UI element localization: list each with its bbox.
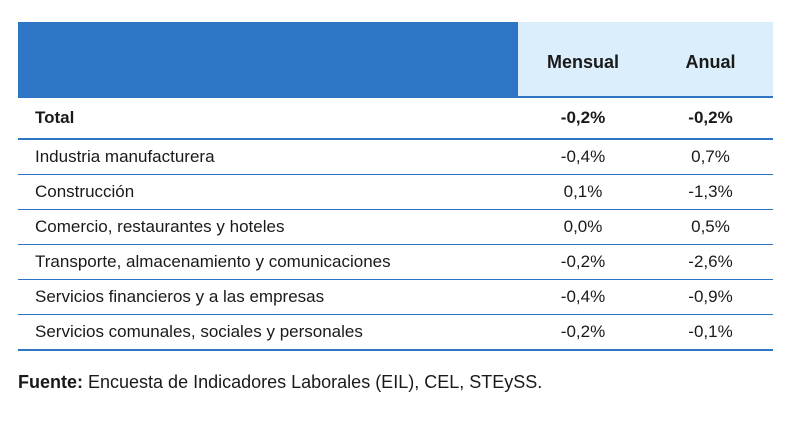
row-annual-value: 0,5% bbox=[691, 217, 730, 236]
row-monthly-value: -0,2% bbox=[560, 252, 606, 271]
row-annual-value: 0,7% bbox=[691, 147, 730, 166]
row-annual-value: -2,6% bbox=[688, 252, 733, 271]
header-monthly: Mensual bbox=[518, 22, 648, 97]
table-row: Construcción 0,1% -1,3% bbox=[18, 175, 773, 210]
row-label: Total bbox=[35, 108, 75, 127]
row-label: Servicios financieros y a las empresas bbox=[35, 287, 325, 306]
table-row-total: Total -0,2% -0,2% bbox=[18, 97, 773, 139]
row-label: Industria manufacturera bbox=[35, 147, 215, 166]
table-row: Industria manufacturera -0,4% 0,7% bbox=[18, 139, 773, 175]
row-monthly-value: -0,4% bbox=[560, 287, 606, 306]
row-monthly-value: -0,2% bbox=[560, 322, 606, 341]
table-row: Servicios financieros y a las empresas -… bbox=[18, 280, 773, 315]
row-annual-value: -0,1% bbox=[688, 322, 733, 341]
row-monthly-value: 0,1% bbox=[563, 182, 603, 201]
header-blank-cell bbox=[18, 22, 518, 97]
table-row: Servicios comunales, sociales y personal… bbox=[18, 315, 773, 350]
row-label: Servicios comunales, sociales y personal… bbox=[35, 322, 363, 341]
row-label: Construcción bbox=[35, 182, 135, 201]
row-monthly-value: -0,4% bbox=[560, 147, 606, 166]
row-annual-value: -0,2% bbox=[688, 108, 733, 127]
header-annual: Anual bbox=[648, 22, 773, 97]
row-monthly-value: 0,0% bbox=[563, 217, 603, 236]
row-annual-value: -1,3% bbox=[688, 182, 733, 201]
row-label: Transporte, almacenamiento y comunicacio… bbox=[35, 252, 391, 271]
employment-table: Mensual Anual Total -0,2% -0,2% Industri… bbox=[18, 22, 773, 351]
row-annual-value: -0,9% bbox=[688, 287, 733, 306]
row-label: Comercio, restaurantes y hoteles bbox=[35, 217, 285, 236]
source-note: Fuente: Encuesta de Indicadores Laborale… bbox=[18, 372, 542, 393]
source-text: Encuesta de Indicadores Laborales (EIL),… bbox=[83, 372, 543, 392]
table-header-row: Mensual Anual bbox=[18, 22, 773, 97]
employment-table-container: Mensual Anual Total -0,2% -0,2% Industri… bbox=[18, 22, 773, 351]
row-monthly-value: -0,2% bbox=[560, 108, 606, 127]
table-row: Transporte, almacenamiento y comunicacio… bbox=[18, 245, 773, 280]
table-row: Comercio, restaurantes y hoteles 0,0% 0,… bbox=[18, 210, 773, 245]
source-label: Fuente: bbox=[18, 372, 83, 392]
